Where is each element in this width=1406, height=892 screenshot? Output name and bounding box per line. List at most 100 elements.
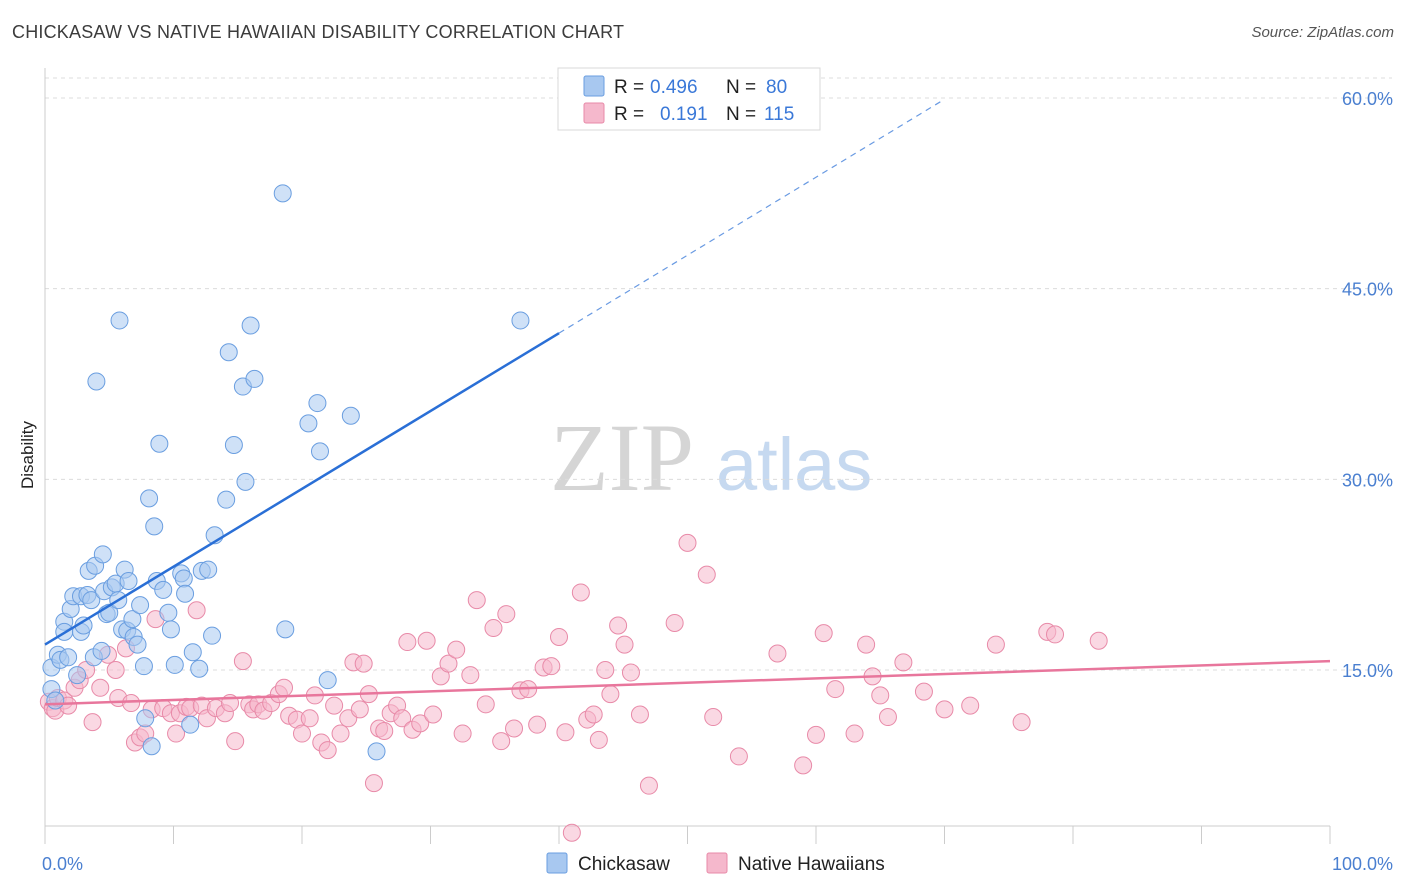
data-point [59, 648, 78, 667]
data-point [91, 678, 110, 697]
data-point [341, 406, 360, 425]
data-point [528, 715, 547, 734]
bottom-legend: Chickasaw Native Hawaiians [546, 852, 885, 875]
data-point [273, 184, 292, 203]
trend-line-chickasaw [44, 332, 560, 646]
data-point [308, 394, 327, 413]
x-tick-label: 0.0% [42, 854, 83, 874]
data-point [453, 724, 472, 743]
data-point [556, 723, 575, 742]
bottom-legend-label-chickasaw: Chickasaw [578, 854, 670, 875]
data-point [87, 372, 106, 391]
data-point [678, 533, 697, 552]
data-point [46, 691, 65, 710]
data-point [310, 442, 329, 461]
y-tick-label: 45.0% [1342, 280, 1393, 300]
legend-swatch-pink [583, 102, 605, 124]
data-point [183, 643, 202, 662]
source-label: Source: ZipAtlas.com [1251, 24, 1394, 41]
data-point [704, 708, 723, 727]
data-point [318, 741, 337, 760]
data-point [1046, 625, 1065, 644]
data-point [935, 700, 954, 719]
y-tick-label: 15.0% [1342, 661, 1393, 681]
data-point [794, 756, 813, 775]
data-point [299, 414, 318, 433]
legend-n-label: N = [726, 77, 756, 98]
x-tick-label: 100.0% [1332, 854, 1393, 874]
data-point [119, 572, 138, 591]
data-point [961, 696, 980, 715]
trend-lines [44, 98, 1331, 706]
data-point [154, 580, 173, 599]
trend-line-native-hawaiians [44, 659, 1331, 706]
data-point [165, 655, 184, 674]
data-point [398, 633, 417, 652]
data-point [621, 663, 640, 682]
data-point [236, 472, 255, 491]
data-point [150, 434, 169, 453]
data-point [461, 666, 480, 685]
data-point [630, 705, 649, 724]
legend-n-label: N = [726, 104, 756, 125]
data-point [68, 666, 87, 685]
data-point [601, 685, 620, 704]
data-point [226, 732, 245, 751]
data-point [375, 722, 394, 741]
data-point [174, 569, 193, 588]
data-point [1012, 713, 1031, 732]
data-point [589, 730, 608, 749]
data-point [140, 489, 159, 508]
data-point [245, 369, 264, 388]
data-point [845, 724, 864, 743]
data-point [476, 695, 495, 714]
data-point [878, 708, 897, 727]
data-point [417, 631, 436, 650]
data-point [123, 610, 142, 629]
tick-labels: 15.0% 30.0% 45.0% 60.0% 0.0% 100.0% [42, 89, 1393, 874]
data-point [190, 659, 209, 678]
data-point [729, 747, 748, 766]
data-point [615, 635, 634, 654]
legend-swatch-blue [583, 75, 605, 97]
data-point [411, 714, 430, 733]
series-native-hawaiians [39, 533, 1108, 842]
data-point [609, 616, 628, 635]
data-point [224, 436, 243, 455]
data-point [93, 545, 112, 564]
data-point [505, 719, 524, 738]
data-point [639, 776, 658, 795]
legend: R = 0.496 N = 80 R = 0.191 N = 115 [557, 67, 821, 131]
legend-r-label: R = [614, 104, 644, 125]
data-point [325, 696, 344, 715]
watermark-atlas: atlas [716, 423, 872, 506]
data-point [826, 680, 845, 699]
data-point [203, 626, 222, 645]
data-point [276, 620, 295, 639]
data-point [857, 635, 876, 654]
data-point [176, 584, 195, 603]
data-point [986, 635, 1005, 654]
y-tick-label: 30.0% [1342, 470, 1393, 490]
data-point [136, 709, 155, 728]
data-point [562, 823, 581, 842]
legend-n-value: 115 [764, 104, 794, 125]
data-point [484, 619, 503, 638]
chart-title: CHICKASAW VS NATIVE HAWAIIAN DISABILITY … [12, 22, 625, 42]
data-point [159, 603, 178, 622]
data-point [106, 661, 125, 679]
watermark-zip: ZIP [550, 404, 694, 511]
data-point [768, 644, 787, 663]
data-point [584, 705, 603, 724]
data-point [542, 657, 561, 676]
data-point [134, 657, 153, 676]
data-point [914, 682, 933, 701]
data-point [83, 713, 102, 732]
data-point [82, 591, 101, 610]
data-point [167, 724, 186, 743]
y-axis-label: Disability [18, 420, 37, 489]
data-point [350, 700, 369, 719]
data-point [131, 596, 150, 615]
data-point [110, 311, 129, 330]
